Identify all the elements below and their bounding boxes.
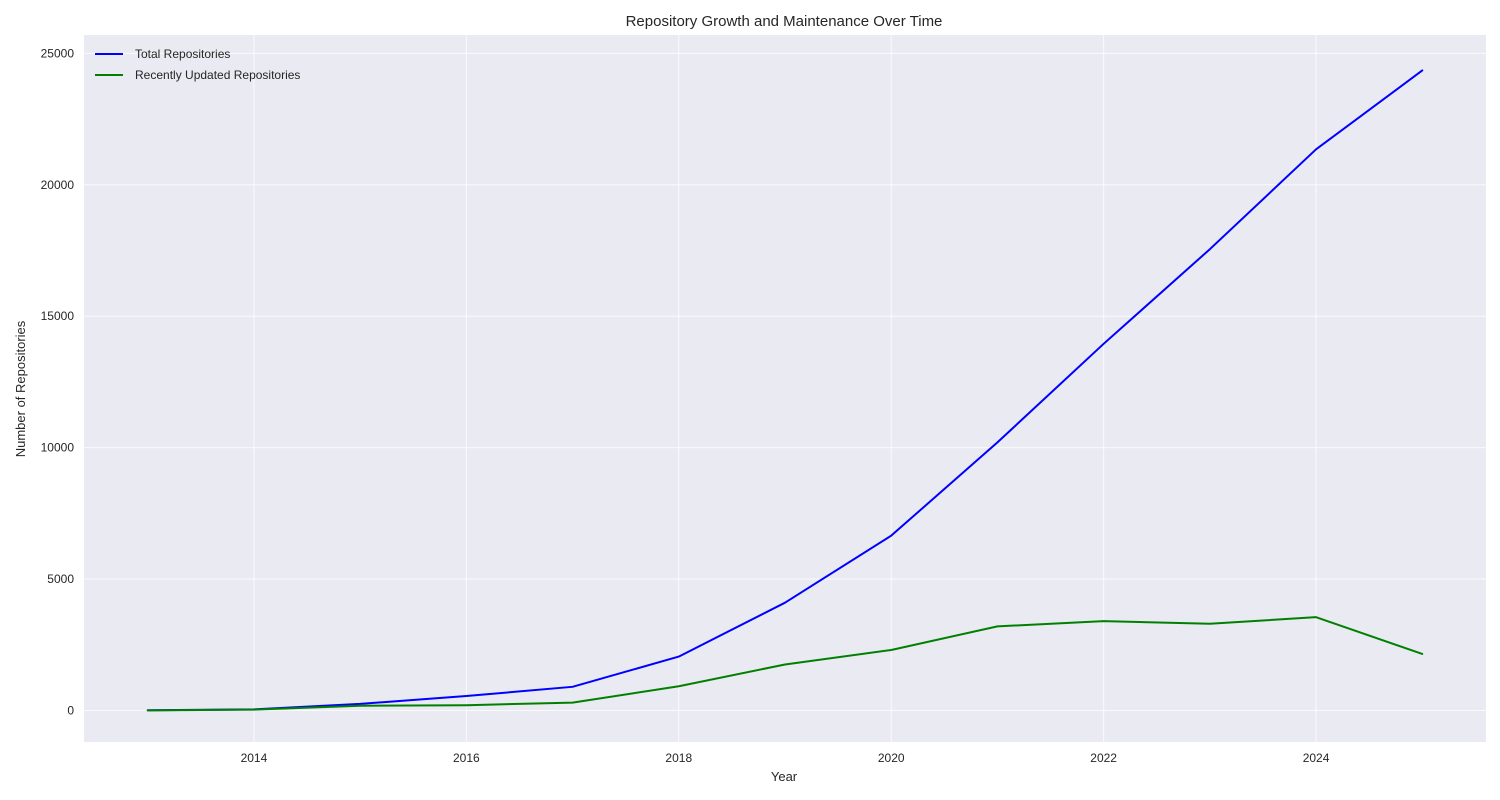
recently-updated-repositories-line xyxy=(146,616,1424,712)
y-axis-ticks: 0 5000 10000 15000 20000 25000 xyxy=(41,46,75,717)
y-tick-label: 15000 xyxy=(41,309,75,323)
legend: Total Repositories Recently Updated Repos… xyxy=(95,47,300,82)
legend-label: Total Repositories xyxy=(135,47,230,61)
x-tick-label: 2014 xyxy=(241,751,268,765)
x-axis-label: Year xyxy=(771,769,798,784)
x-tick-label: 2022 xyxy=(1090,751,1117,765)
chart-title: Repository Growth and Maintenance Over T… xyxy=(626,13,943,30)
x-axis-ticks: 2014 2016 2018 2020 2022 2024 xyxy=(241,751,1330,765)
y-tick-label: 10000 xyxy=(41,441,75,455)
plot-area xyxy=(84,35,1486,742)
legend-label: Recently Updated Repositories xyxy=(135,68,300,82)
total-repositories-line xyxy=(146,69,1424,712)
y-tick-label: 0 xyxy=(67,703,74,717)
x-tick-label: 2018 xyxy=(665,751,692,765)
x-tick-label: 2016 xyxy=(453,751,480,765)
y-axis-label: Number of Repositories xyxy=(13,320,28,457)
y-tick-label: 25000 xyxy=(41,46,75,60)
series-layer xyxy=(146,69,1424,712)
x-tick-label: 2024 xyxy=(1303,751,1330,765)
grid xyxy=(84,35,1486,742)
y-tick-label: 20000 xyxy=(41,178,75,192)
y-tick-label: 5000 xyxy=(47,572,74,586)
x-tick-label: 2020 xyxy=(878,751,905,765)
